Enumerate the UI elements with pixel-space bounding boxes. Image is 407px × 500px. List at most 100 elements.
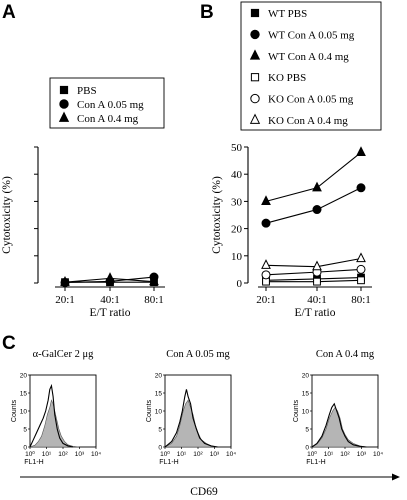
- x-tick-label: 10²: [193, 451, 203, 458]
- x-axis-title: FL1-H: [159, 459, 178, 466]
- x-tick-label: 10⁰: [25, 450, 35, 458]
- data-point: [261, 195, 271, 205]
- x-tick-label: 10²: [58, 451, 68, 458]
- legend-marker: [59, 99, 69, 109]
- legend-marker: [58, 111, 70, 122]
- legend-box: [49, 77, 165, 129]
- x-tick-label: 80:1: [351, 294, 371, 306]
- y-axis-title: Counts: [11, 399, 18, 422]
- legend-label: Con A 0.05 mg: [77, 99, 144, 111]
- y-tick-label: 0: [305, 445, 309, 452]
- series-line: [265, 152, 362, 202]
- legend-marker: [59, 85, 69, 95]
- x-axis-title: FL1-H: [306, 459, 325, 466]
- y-axis-title: Cytotoxicity (%): [211, 176, 223, 254]
- y-tick-label: 10: [231, 251, 243, 263]
- histogram-outline: [29, 383, 74, 448]
- histogram-filled: [310, 406, 367, 448]
- y-axis-title: Cytotoxicity (%): [1, 176, 13, 254]
- data-point: [313, 277, 321, 286]
- legend-label: KO Con A 0.05 mg: [268, 94, 354, 106]
- legend-label: KO PBS: [268, 72, 306, 84]
- data-point: [261, 218, 271, 228]
- legend-marker: [250, 29, 260, 40]
- panel-letter-b: B: [200, 2, 214, 23]
- chart-c-histograms: α-GalCer 2 μg 0 5 10 15 20 10⁰ 10¹ 10² 10³ 10⁴ FL1-…: [11, 349, 400, 498]
- data-point: [261, 270, 271, 280]
- y-tick-label: 20: [302, 373, 310, 380]
- y-axis-title: Counts: [293, 399, 300, 422]
- y-tick-label: 15: [20, 391, 28, 398]
- data-point: [261, 259, 271, 269]
- series-line: [265, 187, 362, 224]
- x-tick-label: 10⁴: [91, 451, 101, 458]
- y-tick-label: 20: [155, 373, 163, 380]
- histogram-title: Con A 0.05 mg: [166, 349, 230, 360]
- y-tick-label: 0: [237, 278, 243, 290]
- histogram-title: Con A 0.4 mg: [316, 349, 375, 360]
- x-tick-label: 10¹: [42, 451, 52, 458]
- y-tick-label: 10: [155, 409, 163, 416]
- panel-letter-a: A: [2, 2, 16, 23]
- legend-label: Con A 0.4 mg: [77, 113, 139, 125]
- cd69-label: CD69: [190, 486, 218, 498]
- legend-marker: [250, 8, 260, 18]
- x-tick-label: 10¹: [177, 451, 187, 458]
- histogram-title: α-GalCer 2 μg: [33, 349, 94, 360]
- x-tick-label: 10³: [210, 451, 220, 458]
- data-point: [60, 275, 70, 286]
- data-point: [312, 260, 322, 271]
- y-tick-label: 40: [231, 169, 243, 181]
- legend-label: WT PBS: [268, 8, 307, 20]
- legend-marker: [249, 49, 261, 60]
- data-point: [357, 276, 365, 285]
- panel-letter-c: C: [2, 333, 16, 354]
- y-tick-label: 20: [231, 224, 243, 236]
- data-point: [356, 252, 366, 263]
- legend-label: PBS: [77, 85, 97, 97]
- x-tick-label: 40:1: [307, 294, 327, 306]
- y-tick-label: 0: [158, 445, 162, 452]
- y-tick-label: 15: [155, 391, 163, 398]
- x-tick-label: 10⁰: [160, 450, 170, 458]
- chart-a: 20:1 40:1 80:1 E/T ratio Cytotoxicity (%) PBS…: [1, 77, 165, 319]
- y-tick-label: 0: [23, 445, 27, 452]
- series-line: [265, 257, 362, 268]
- x-tick-label: 10⁴: [373, 451, 383, 458]
- legend-box: [240, 1, 382, 131]
- y-tick-label: 15: [302, 391, 310, 398]
- y-tick-label: 20: [20, 373, 28, 380]
- y-tick-label: 30: [231, 196, 243, 208]
- legend-marker: [250, 93, 260, 104]
- data-point: [356, 264, 366, 274]
- x-tick-label: 10²: [340, 451, 350, 458]
- arrow-head-icon: [392, 473, 400, 481]
- data-point: [149, 275, 159, 286]
- y-axis-title: Counts: [146, 399, 153, 422]
- data-point: [356, 146, 366, 157]
- x-tick-label: 10³: [75, 451, 85, 458]
- data-point: [312, 181, 322, 192]
- y-tick-label: 5: [23, 427, 27, 434]
- x-axis-title: FL1-H: [24, 459, 43, 466]
- x-tick-label: 10³: [357, 451, 367, 458]
- histogram-frame: [29, 374, 97, 448]
- y-tick-label: 50: [231, 142, 243, 154]
- x-tick-label: 80:1: [144, 294, 164, 306]
- legend-label: KO Con A 0.4 mg: [268, 115, 348, 127]
- legend-marker: [249, 113, 261, 124]
- x-tick-label: 20:1: [256, 294, 276, 306]
- histogram-outline: [311, 402, 367, 448]
- data-point: [312, 205, 322, 215]
- x-tick-label: 10⁴: [226, 451, 236, 458]
- histogram-outline: [164, 389, 218, 448]
- data-point: [105, 272, 115, 282]
- y-tick-label: 10: [20, 409, 28, 416]
- y-tick-label: 5: [158, 427, 162, 434]
- x-axis-title: E/T ratio: [90, 307, 131, 319]
- x-tick-label: 10⁰: [307, 450, 317, 458]
- chart-b: 0 10 20 30 40 50 20:1 40:1 80:1 E/T ratio Cytotoxi…: [211, 1, 382, 319]
- x-tick-label: 40:1: [100, 294, 120, 306]
- legend-marker: [250, 73, 260, 82]
